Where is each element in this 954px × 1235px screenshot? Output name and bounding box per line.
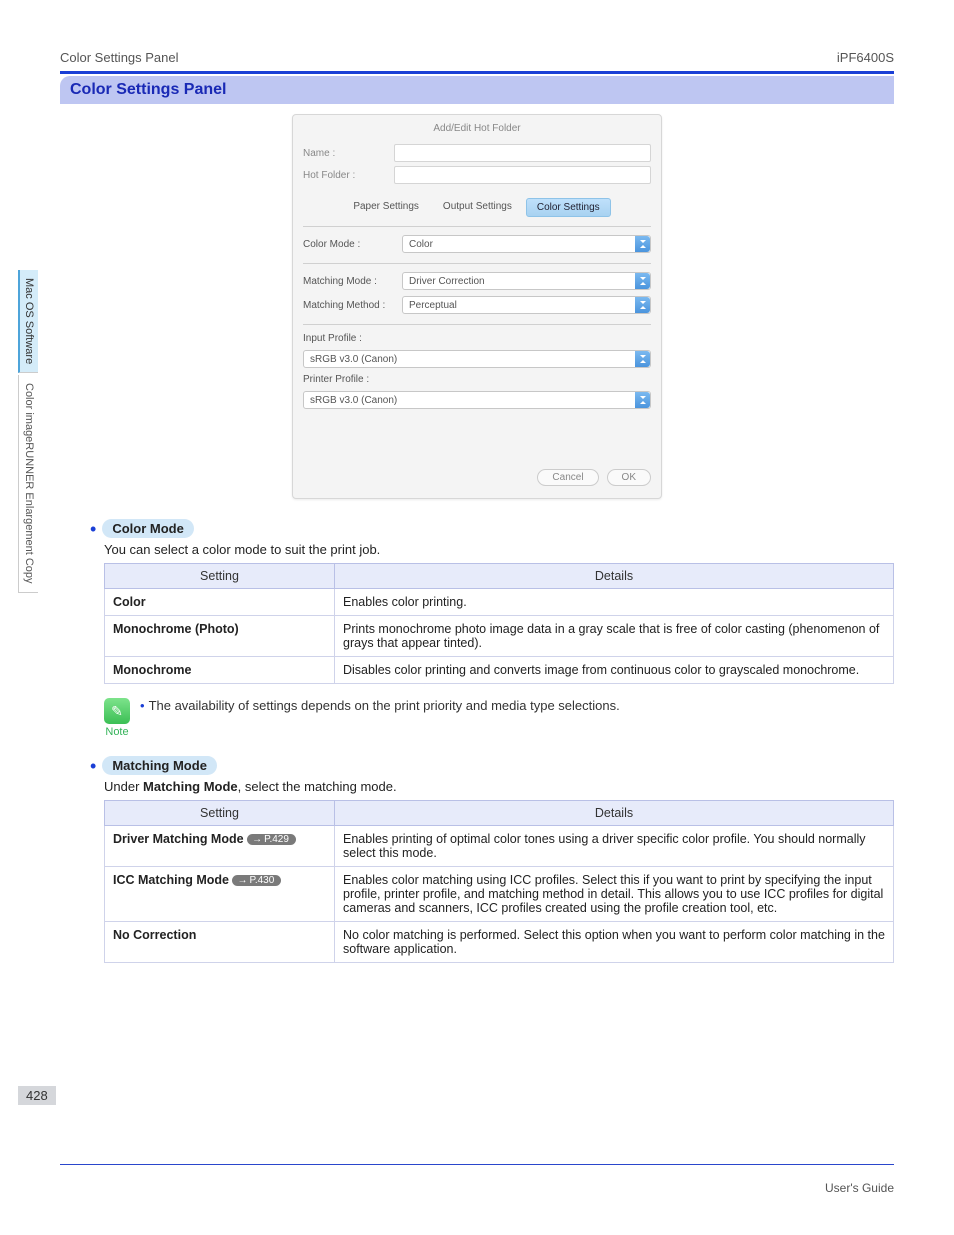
chevron-updown-icon [635, 392, 650, 408]
matching-method-label: Matching Method : [303, 300, 398, 311]
note-icon: ✎ [104, 698, 130, 724]
cell-setting: No Correction [105, 922, 335, 963]
cell-details: Enables color printing. [335, 589, 894, 616]
table-row: Driver Matching Mode P.429 Enables print… [105, 826, 894, 867]
table-row: Monochrome (Photo) Prints monochrome pho… [105, 616, 894, 657]
bullet-icon: • [140, 698, 145, 713]
table-row: ICC Matching Mode P.430 Enables color ma… [105, 867, 894, 922]
table-row: Color Enables color printing. [105, 589, 894, 616]
header-right: iPF6400S [837, 50, 894, 65]
cell-details: Enables printing of optimal color tones … [335, 826, 894, 867]
tab-color[interactable]: Color Settings [526, 198, 611, 217]
matching-mode-heading: Matching Mode [102, 756, 217, 775]
section-color-mode: • Color Mode [90, 519, 894, 538]
chevron-updown-icon [635, 297, 650, 313]
hotfolder-dialog: Add/Edit Hot Folder Name : Hot Folder : … [292, 114, 662, 499]
color-mode-label: Color Mode : [303, 239, 398, 250]
cell-setting: Monochrome [105, 657, 335, 684]
name-label: Name : [303, 148, 388, 159]
cell-details: No color matching is performed. Select t… [335, 922, 894, 963]
color-mode-select[interactable]: Color [402, 235, 651, 253]
input-profile-select[interactable]: sRGB v3.0 (Canon) [303, 350, 651, 368]
note-box: ✎ Note • The availability of settings dep… [104, 698, 894, 738]
th-setting: Setting [105, 564, 335, 589]
table-row: Monochrome Disables color printing and c… [105, 657, 894, 684]
matching-mode-select[interactable]: Driver Correction [402, 272, 651, 290]
color-mode-desc: You can select a color mode to suit the … [104, 542, 894, 557]
cell-details: Disables color printing and converts ima… [335, 657, 894, 684]
color-mode-value: Color [409, 239, 433, 250]
page-ref-link[interactable]: P.429 [247, 834, 296, 845]
chevron-updown-icon [635, 351, 650, 367]
cell-details: Enables color matching using ICC profile… [335, 867, 894, 922]
matching-method-select[interactable]: Perceptual [402, 296, 651, 314]
footer-text: User's Guide [825, 1181, 894, 1195]
side-tab-runner[interactable]: Color imageRUNNER Enlargement Copy [18, 375, 38, 593]
chevron-updown-icon [635, 273, 650, 289]
input-profile-label: Input Profile : [303, 333, 651, 344]
sep [303, 263, 651, 264]
cell-details: Prints monochrome photo image data in a … [335, 616, 894, 657]
side-tabs: Mac OS Software Color imageRUNNER Enlarg… [18, 270, 38, 593]
note-text: The availability of settings depends on … [149, 698, 620, 713]
th-setting: Setting [105, 801, 335, 826]
section-matching-mode: • Matching Mode [90, 756, 894, 775]
matching-method-value: Perceptual [409, 300, 457, 311]
printer-profile-select[interactable]: sRGB v3.0 (Canon) [303, 391, 651, 409]
cell-setting: Monochrome (Photo) [105, 616, 335, 657]
tab-output[interactable]: Output Settings [433, 198, 522, 217]
tab-paper[interactable]: Paper Settings [343, 198, 429, 217]
matching-mode-table: Setting Details Driver Matching Mode P.4… [104, 800, 894, 963]
cell-setting: ICC Matching Mode P.430 [105, 867, 335, 922]
dialog-title: Add/Edit Hot Folder [303, 123, 651, 134]
matching-mode-value: Driver Correction [409, 276, 485, 287]
matching-mode-desc: Under Matching Mode, select the matching… [104, 779, 894, 794]
printer-profile-value: sRGB v3.0 (Canon) [310, 395, 397, 406]
cancel-button[interactable]: Cancel [537, 469, 598, 486]
note-label: Note [105, 726, 128, 738]
matching-mode-label: Matching Mode : [303, 276, 398, 287]
header-rule [60, 71, 894, 74]
page-ref-link[interactable]: P.430 [232, 875, 281, 886]
input-profile-value: sRGB v3.0 (Canon) [310, 354, 397, 365]
panel-title: Color Settings Panel [60, 76, 894, 104]
side-tab-macos[interactable]: Mac OS Software [18, 270, 38, 373]
th-details: Details [335, 801, 894, 826]
name-input[interactable] [394, 144, 651, 162]
dialog-tabs: Paper Settings Output Settings Color Set… [303, 198, 651, 220]
ok-button[interactable]: OK [607, 469, 651, 486]
th-details: Details [335, 564, 894, 589]
header-left: Color Settings Panel [60, 50, 179, 65]
cell-setting: Color [105, 589, 335, 616]
color-mode-table: Setting Details Color Enables color prin… [104, 563, 894, 684]
sep2 [303, 324, 651, 325]
hotfolder-label: Hot Folder : [303, 170, 388, 181]
printer-profile-label: Printer Profile : [303, 374, 651, 385]
hotfolder-input[interactable] [394, 166, 651, 184]
cell-setting: Driver Matching Mode P.429 [105, 826, 335, 867]
header-row: Color Settings Panel iPF6400S [60, 50, 894, 65]
page-number: 428 [18, 1086, 56, 1105]
color-mode-heading: Color Mode [102, 519, 194, 538]
table-row: No Correction No color matching is perfo… [105, 922, 894, 963]
chevron-updown-icon [635, 236, 650, 252]
tab-divider [303, 226, 651, 227]
footer-rule [60, 1164, 894, 1165]
